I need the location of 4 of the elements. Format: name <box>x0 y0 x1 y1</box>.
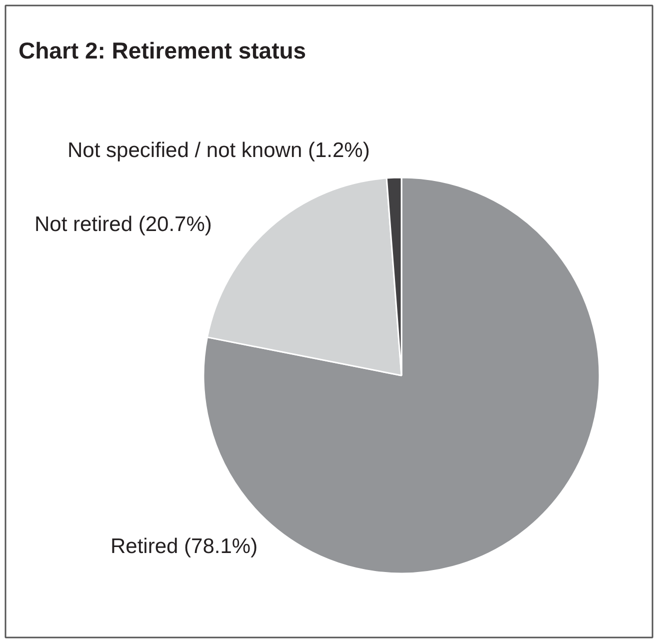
chart-title: Chart 2: Retirement status <box>18 38 306 64</box>
slice-label: Not specified / not known (1.2%) <box>68 139 370 162</box>
slice-label: Not retired (20.7%) <box>34 213 212 236</box>
slice-label: Retired (78.1%) <box>110 535 258 558</box>
